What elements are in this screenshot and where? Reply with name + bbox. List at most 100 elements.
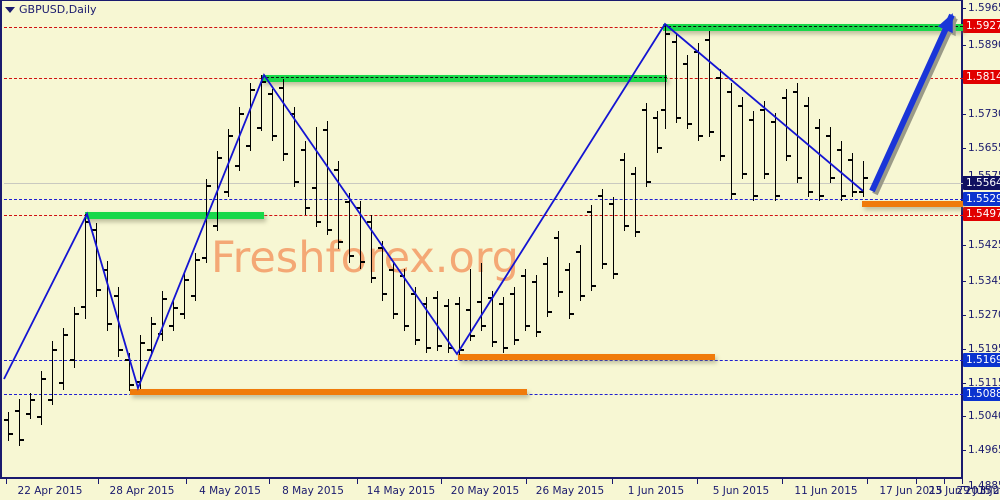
price-bar-open-tick	[136, 381, 140, 383]
price-bar-open-tick	[202, 257, 206, 259]
support-zone-upper[interactable]	[862, 201, 963, 207]
price-bar-open-tick	[661, 109, 665, 111]
price-bar	[371, 215, 372, 283]
time-axis-tick	[782, 479, 783, 484]
price-axis-label: 1.5115	[968, 377, 1000, 389]
price-bar	[19, 399, 20, 446]
plot-area[interactable]: Freshforex.org	[0, 0, 963, 479]
time-axis-label: 22 Apr 2015	[17, 485, 83, 497]
price-axis-tick	[961, 349, 966, 350]
price-bar-close-tick	[372, 277, 376, 279]
time-axis-label: 28 Apr 2015	[109, 485, 175, 497]
price-bar-open-tick	[411, 293, 415, 295]
price-bar	[316, 127, 317, 227]
price-bar-close-tick	[141, 342, 145, 344]
price-bar	[863, 161, 864, 197]
price-marker-badge[interactable]: 1.5564	[963, 176, 1000, 190]
price-bar-open-tick	[837, 149, 841, 151]
time-axis-tick	[916, 479, 917, 484]
price-bar	[338, 161, 339, 249]
price-bar-open-tick	[653, 117, 657, 119]
price-bar-close-tick	[625, 225, 629, 227]
price-bar	[217, 151, 218, 231]
price-bar-open-tick	[213, 225, 217, 227]
price-bar-open-tick	[804, 105, 808, 107]
symbol-period-bar[interactable]: GBPUSD,Daily	[5, 3, 97, 16]
price-bar	[503, 297, 504, 353]
price-axis-label: 1.5195	[968, 343, 1000, 355]
price-bar-open-tick	[433, 297, 437, 299]
price-bar-open-tick	[760, 109, 764, 111]
chevron-down-icon[interactable]	[5, 6, 15, 13]
zone-center-dash	[663, 26, 963, 27]
price-bar	[797, 83, 798, 183]
price-bar-open-tick	[356, 207, 360, 209]
price-bar	[841, 141, 842, 201]
price-bar-open-tick	[169, 325, 173, 327]
price-axis-tick	[961, 315, 966, 316]
time-axis-label: 20 May 2015	[450, 485, 520, 497]
price-bar-close-tick	[130, 384, 134, 386]
price-bar-close-tick	[798, 177, 802, 179]
price-bar-close-tick	[284, 153, 288, 155]
resistance-zone-lower[interactable]	[85, 212, 264, 219]
price-bar-open-tick	[672, 41, 676, 43]
price-bar-close-tick	[31, 399, 35, 401]
price-marker-badge[interactable]: 1.5814	[963, 70, 1000, 84]
price-bar-close-tick	[449, 347, 453, 349]
price-marker-badge[interactable]: 1.5169	[963, 353, 1000, 367]
forecast-arrow-shadow[interactable]	[872, 16, 958, 196]
price-bar-close-tick	[306, 207, 310, 209]
resistance-zone-upper[interactable]	[663, 24, 963, 31]
price-bar-close-tick	[152, 323, 156, 325]
price-axis-label: 1.5040	[968, 410, 1000, 422]
price-marker-badge[interactable]: 1.5088	[963, 387, 1000, 401]
price-bar-close-tick	[548, 311, 552, 313]
price-bar	[52, 341, 53, 405]
price-marker-badge[interactable]: 1.5529	[963, 192, 1000, 206]
price-bar-open-tick	[180, 313, 184, 315]
price-bar-close-tick	[504, 347, 508, 349]
price-bar-close-tick	[273, 135, 277, 137]
price-axis-tick	[961, 45, 966, 46]
price-bar	[676, 33, 677, 123]
price-bar-open-tick	[477, 301, 481, 303]
price-bar-close-tick	[317, 221, 321, 223]
forecast-arrow[interactable]	[869, 13, 955, 193]
support-zone-lower[interactable]	[130, 389, 527, 395]
price-bar	[698, 43, 699, 141]
price-axis-label: 1.4965	[968, 444, 1000, 456]
price-bar-close-tick	[493, 341, 497, 343]
price-axis-tick	[961, 450, 966, 451]
price-bar-open-tick	[37, 416, 41, 418]
price-bar-open-tick	[554, 237, 558, 239]
price-bar-close-tick	[64, 334, 68, 336]
price-bar	[294, 107, 295, 187]
level-1.5169[interactable]	[4, 360, 963, 361]
price-marker-badge[interactable]: 1.5497	[963, 207, 1000, 221]
time-axis-tick	[867, 479, 868, 484]
price-bar-open-tick	[4, 419, 8, 421]
price-bar-open-tick	[455, 303, 459, 305]
price-bar-open-tick	[543, 263, 547, 265]
price-bar	[448, 299, 449, 353]
price-bar	[481, 263, 482, 331]
price-bar-close-tick	[614, 273, 618, 275]
price-bar-close-tick	[592, 285, 596, 287]
support-zone-mid[interactable]	[458, 354, 715, 360]
price-bar-close-tick	[42, 378, 46, 380]
price-bar-open-tick	[859, 191, 863, 193]
resistance-zone-mid[interactable]	[261, 75, 667, 82]
price-bar-open-tick	[114, 295, 118, 297]
time-axis[interactable]: 22 Apr 2015 28 Apr 2015 4 May 2015 8 May 20…	[0, 479, 1000, 500]
price-bar-close-tick	[240, 113, 244, 115]
price-bar-close-tick	[328, 229, 332, 231]
price-bar	[426, 297, 427, 353]
price-axis[interactable]: 1.5965 1.5927 1.5890 1.5814 1.5730 1.5655 1.55…	[961, 0, 1000, 492]
price-bar	[635, 167, 636, 237]
price-bar-open-tick	[103, 269, 107, 271]
price-bar-open-tick	[279, 87, 283, 89]
price-bar	[742, 97, 743, 179]
price-bar-open-tick	[598, 195, 602, 197]
price-marker-badge[interactable]: 1.5927	[963, 19, 1000, 33]
